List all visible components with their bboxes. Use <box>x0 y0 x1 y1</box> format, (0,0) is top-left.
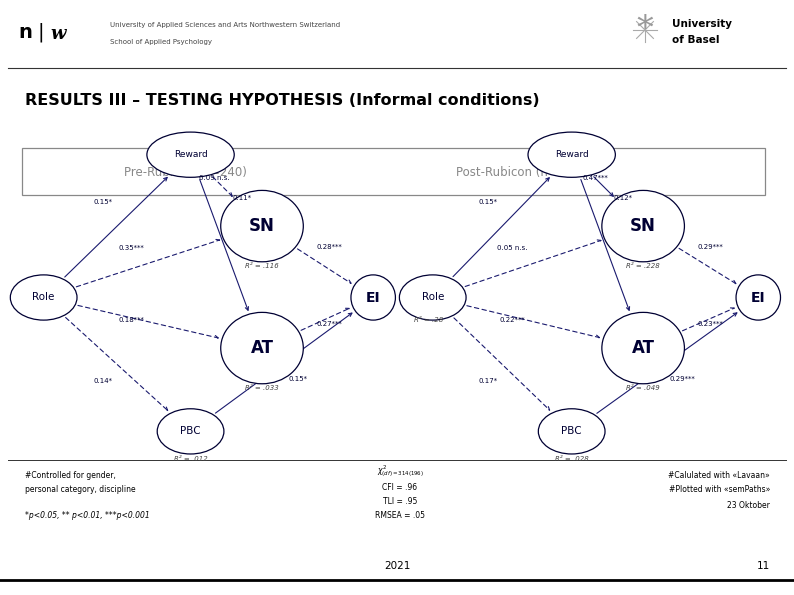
Text: 0.15*: 0.15* <box>288 376 307 382</box>
Text: Reward: Reward <box>555 150 588 159</box>
Text: RESULTS III – TESTING HYPOTHESIS (Informal conditions): RESULTS III – TESTING HYPOTHESIS (Inform… <box>25 92 540 108</box>
Text: |: | <box>38 22 44 42</box>
Text: Pre-Rubicon (n=240): Pre-Rubicon (n=240) <box>124 165 246 178</box>
Text: School of Applied Psychology: School of Applied Psychology <box>110 39 212 45</box>
Text: #Calulated with «Lavaan»: #Calulated with «Lavaan» <box>669 471 770 480</box>
Text: University of Applied Sciences and Arts Northwestern Switzerland: University of Applied Sciences and Arts … <box>110 22 340 28</box>
Ellipse shape <box>736 275 781 320</box>
Text: TLI = .95: TLI = .95 <box>383 497 417 506</box>
Text: R² = .033: R² = .033 <box>245 385 279 391</box>
Text: personal category, discipline: personal category, discipline <box>25 486 136 494</box>
Text: 0.47***: 0.47*** <box>583 176 608 181</box>
Ellipse shape <box>221 312 303 384</box>
Text: R² = .049: R² = .049 <box>626 385 660 391</box>
Text: 0.28***: 0.28*** <box>317 244 342 250</box>
Text: *: * <box>637 14 653 46</box>
Text: EI: EI <box>751 290 765 305</box>
Text: Role: Role <box>33 293 55 302</box>
Text: 0.27***: 0.27*** <box>317 321 342 327</box>
Ellipse shape <box>538 409 605 454</box>
Text: SN: SN <box>249 217 275 235</box>
Text: 0.29***: 0.29*** <box>698 244 723 250</box>
Text: $\chi^{2}_{(df) = 314(196)}$: $\chi^{2}_{(df) = 314(196)}$ <box>376 464 423 480</box>
Text: Role: Role <box>422 293 444 302</box>
Ellipse shape <box>602 190 684 262</box>
Text: R² = .012: R² = .012 <box>174 456 207 462</box>
Ellipse shape <box>351 275 395 320</box>
Text: 0.09 n.s.: 0.09 n.s. <box>199 176 229 181</box>
Text: University: University <box>672 19 732 29</box>
Text: w: w <box>50 25 65 43</box>
Text: *p<0.05, ** p<0.01, ***p<0.001: *p<0.05, ** p<0.01, ***p<0.001 <box>25 511 150 519</box>
Ellipse shape <box>528 132 615 177</box>
Text: R² = .28: R² = .28 <box>414 317 443 323</box>
Text: 0.17*: 0.17* <box>479 378 498 384</box>
Text: Reward: Reward <box>174 150 207 159</box>
Text: SN: SN <box>630 217 656 235</box>
Bar <box>22 148 765 195</box>
Text: 0.15*: 0.15* <box>94 199 113 205</box>
Text: 0.15*: 0.15* <box>479 199 498 205</box>
Text: PBC: PBC <box>561 427 582 436</box>
Text: RMSEA = .05: RMSEA = .05 <box>375 512 425 521</box>
Text: 11: 11 <box>757 561 770 571</box>
Text: PBC: PBC <box>180 427 201 436</box>
Text: R² = .116: R² = .116 <box>245 263 279 269</box>
Text: 0.35***: 0.35*** <box>118 245 144 251</box>
Text: AT: AT <box>251 339 273 357</box>
Text: of Basel: of Basel <box>672 35 719 45</box>
Ellipse shape <box>221 190 303 262</box>
Ellipse shape <box>602 312 684 384</box>
Text: 0.11*: 0.11* <box>233 195 252 201</box>
Text: CFI = .96: CFI = .96 <box>383 484 418 493</box>
Ellipse shape <box>10 275 77 320</box>
Text: 0.14*: 0.14* <box>94 378 113 384</box>
Text: 23 Oktober: 23 Oktober <box>727 500 770 509</box>
Text: #Plotted with «semPaths»: #Plotted with «semPaths» <box>669 486 770 494</box>
Ellipse shape <box>147 132 234 177</box>
Text: R² = .028: R² = .028 <box>555 456 588 462</box>
Text: 0.18***: 0.18*** <box>118 317 144 323</box>
Text: R² = .228: R² = .228 <box>626 263 660 269</box>
Text: AT: AT <box>632 339 654 357</box>
Text: 2021: 2021 <box>384 561 410 571</box>
Text: 0.22***: 0.22*** <box>499 317 525 323</box>
Ellipse shape <box>399 275 466 320</box>
Text: 0.23***: 0.23*** <box>698 321 723 327</box>
Text: 0.05 n.s.: 0.05 n.s. <box>497 245 527 251</box>
Text: 0.12*: 0.12* <box>614 195 633 201</box>
Text: 0.29***: 0.29*** <box>670 376 696 382</box>
Text: #Controlled for gender,: #Controlled for gender, <box>25 471 116 480</box>
Text: EI: EI <box>366 290 380 305</box>
Text: n: n <box>18 23 32 42</box>
Text: Post-Rubicon (n=138): Post-Rubicon (n=138) <box>456 165 584 178</box>
Ellipse shape <box>157 409 224 454</box>
